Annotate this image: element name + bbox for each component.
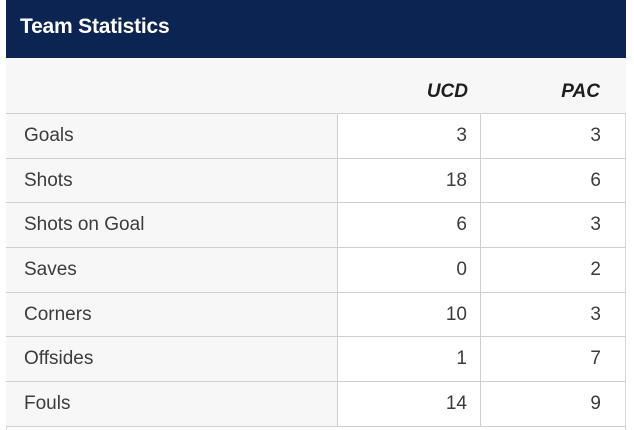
table-row: Shots 18 6 — [6, 158, 626, 204]
pac-value: 9 — [590, 392, 601, 414]
ucd-value: 10 — [338, 292, 481, 337]
ucd-value: 6 — [338, 203, 481, 248]
ucd-value: 0 — [338, 248, 481, 292]
column-header-pac: PAC — [561, 81, 600, 102]
pac-value: 6 — [590, 169, 601, 191]
pac-value: 7 — [590, 348, 601, 370]
panel-title: Team Statistics — [20, 15, 170, 38]
stat-label: Offsides — [6, 337, 338, 382]
ucd-value: 1 — [338, 337, 481, 382]
pac-value: 3 — [590, 214, 601, 236]
team-stats-table: UCD PAC Goals 3 3 Shots 18 6 Shots on Go… — [6, 58, 626, 427]
pac-value: 3 — [590, 303, 601, 325]
column-header-ucd: UCD — [426, 81, 468, 102]
table-row: Offsides 1 7 — [6, 337, 626, 383]
ucd-value: 3 — [338, 114, 481, 158]
table-header-row: UCD PAC — [6, 58, 626, 114]
table-row: Shots on Goal 6 3 — [6, 203, 626, 249]
stat-label: Fouls — [6, 382, 338, 426]
stat-label: Saves — [6, 248, 338, 292]
pac-value: 2 — [590, 258, 601, 280]
stat-label: Corners — [6, 292, 338, 337]
stat-label: Shots on Goal — [6, 203, 338, 248]
table-row: Goals 3 3 — [6, 114, 626, 159]
table-row: Corners 10 3 — [6, 292, 626, 338]
pac-value: 3 — [590, 124, 601, 146]
stat-label: Goals — [6, 114, 338, 158]
ucd-value: 18 — [338, 158, 481, 203]
ucd-value: 14 — [338, 382, 481, 426]
table-row: Fouls 14 9 — [6, 382, 626, 427]
stat-label: Shots — [6, 158, 338, 203]
panel-header: Team Statistics — [6, 0, 626, 58]
table-row: Saves 0 2 — [6, 248, 626, 293]
